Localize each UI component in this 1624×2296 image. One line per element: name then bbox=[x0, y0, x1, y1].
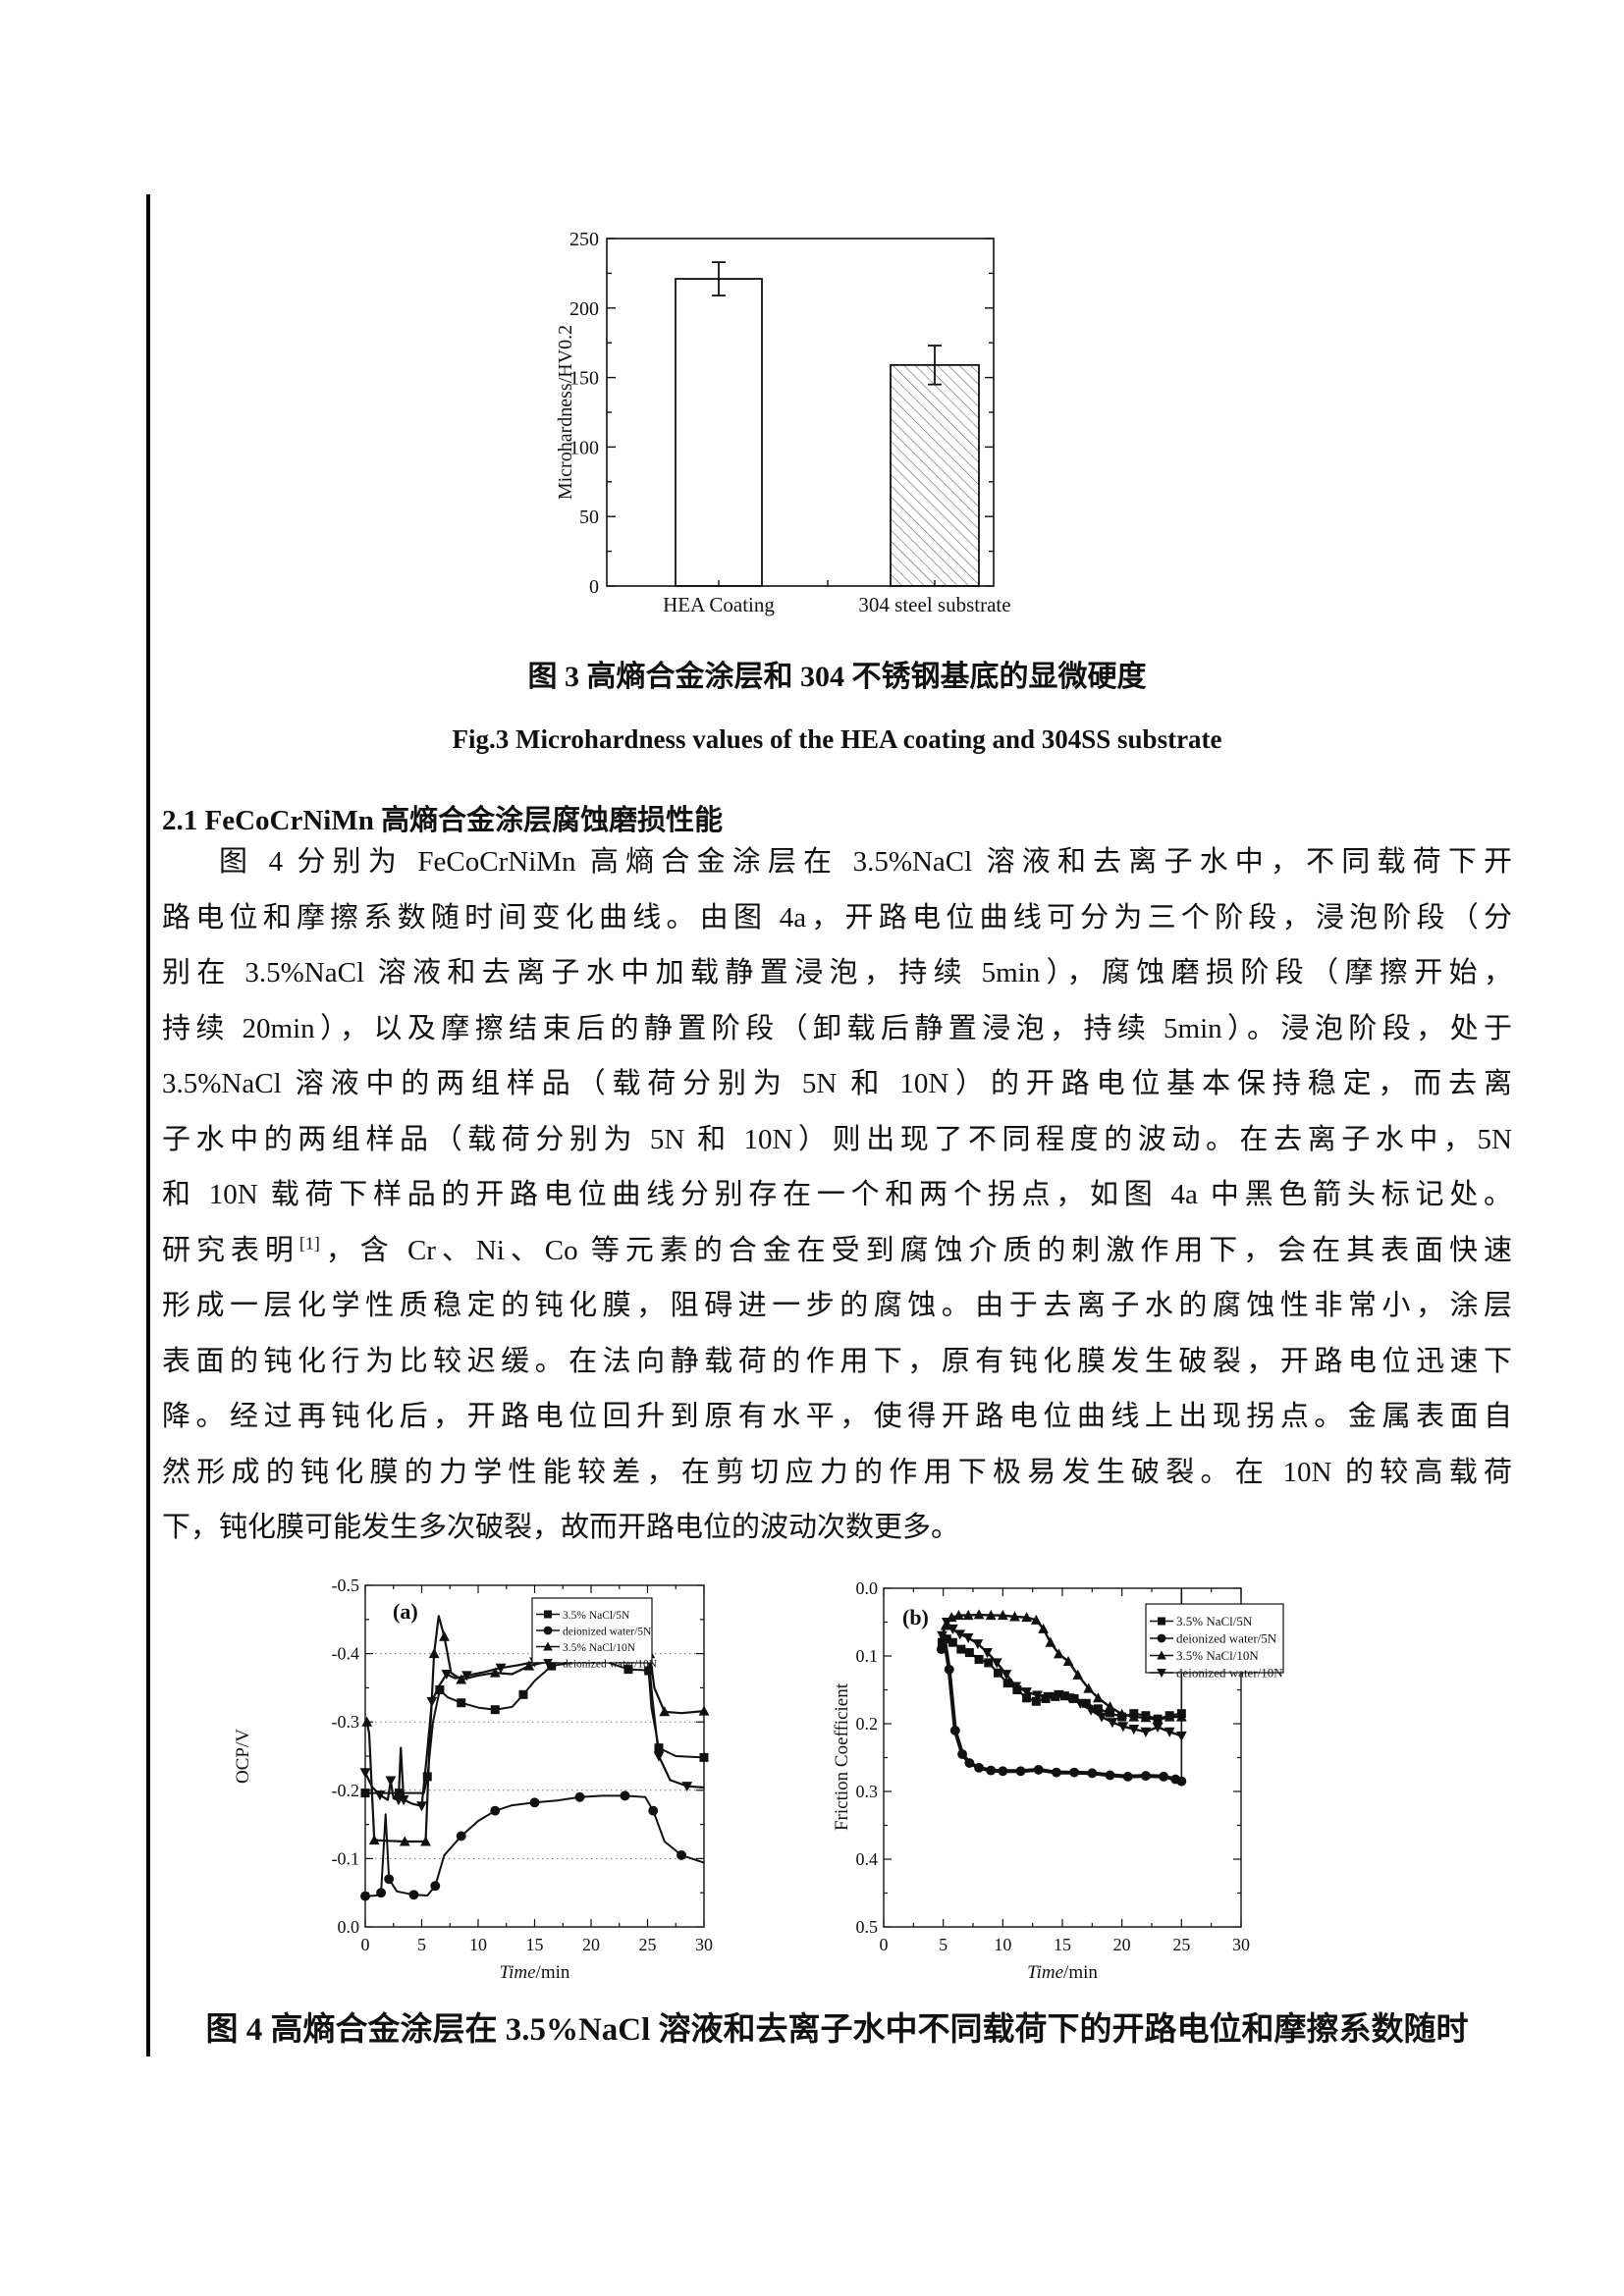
citation-superscript: [1] bbox=[298, 1232, 320, 1253]
svg-text:25: 25 bbox=[1172, 1935, 1190, 1954]
svg-text:0.3: 0.3 bbox=[856, 1782, 879, 1801]
legend: 3.5% NaCl/5N deionized water/5N 3.5% NaCl/… bbox=[1145, 1603, 1284, 1681]
paragraph-line: 持续 20min），以及摩擦结束后的静置阶段（卸载后静置浸泡，持续 5min）。… bbox=[162, 1012, 1512, 1044]
svg-text:10: 10 bbox=[469, 1935, 487, 1954]
fig3-chart-svg: 0 50 100 150 200 250 HEA Coating 304 steel subs… bbox=[555, 229, 1011, 616]
axis-ticks bbox=[364, 1584, 705, 1928]
legend-label: deionized water/10N bbox=[1176, 1666, 1283, 1681]
category-label: HEA Coating bbox=[663, 593, 775, 616]
svg-text:0: 0 bbox=[880, 1935, 889, 1954]
svg-text:20: 20 bbox=[1113, 1935, 1131, 1954]
series-deionized-water-10n bbox=[937, 1618, 1187, 1741]
series-deionized-water-5n bbox=[936, 1633, 1187, 1787]
line-chart-svg: 0.0 -0.1 -0.2 -0.3 -0.4 -0.5 0 5 10 15 20 25 30 (a) OC… bbox=[233, 1575, 713, 1983]
fig3-bar-chart: 0 50 100 150 200 250 HEA Coating 304 steel subs… bbox=[545, 218, 1036, 630]
paragraph-line: 和 10N 载荷下样品的开路电位曲线分别存在一个和两个拐点，如图 4a 中黑色箭… bbox=[162, 1179, 1512, 1210]
svg-text:-0.3: -0.3 bbox=[332, 1712, 360, 1732]
legend-label: deionized water/5N bbox=[1176, 1631, 1277, 1646]
svg-text:0.0: 0.0 bbox=[856, 1578, 879, 1598]
svg-text:150: 150 bbox=[569, 368, 599, 390]
svg-text:30: 30 bbox=[1232, 1935, 1250, 1954]
axis-ticks bbox=[607, 238, 994, 587]
legend-label: 3.5% NaCl/10N bbox=[563, 1642, 636, 1654]
paragraph: 图 4 分别为 FeCoCrNiMn 高熵合金涂层在 3.5%NaCl 溶液和去… bbox=[162, 834, 1512, 1556]
legend-label: deionized water/5N bbox=[563, 1627, 652, 1638]
series-3-5-nacl-10n bbox=[940, 1609, 1187, 1725]
svg-text:-0.5: -0.5 bbox=[332, 1575, 360, 1595]
bars bbox=[675, 261, 980, 587]
y-axis-label: Friction Coefficient bbox=[832, 1682, 852, 1831]
line-chart-svg: 0.0 0.1 0.2 0.3 0.4 0.50 5 10 15 20 25 30 (b) Frictio… bbox=[832, 1578, 1284, 1983]
svg-text:-0.2: -0.2 bbox=[332, 1781, 360, 1800]
paragraph-line: 子水中的两组样品（载荷分别为 5N 和 10N）则出现了不同程度的波动。在去离子… bbox=[162, 1123, 1512, 1155]
axis-ticks bbox=[883, 1587, 1242, 1928]
svg-text:15: 15 bbox=[1054, 1935, 1071, 1954]
bar-0 bbox=[675, 278, 763, 587]
legend-label: deionized water/10N bbox=[563, 1659, 658, 1671]
svg-text:25: 25 bbox=[639, 1935, 657, 1954]
margin-change-bar bbox=[146, 194, 150, 2056]
svg-text:5: 5 bbox=[417, 1935, 426, 1954]
svg-text:200: 200 bbox=[569, 298, 599, 320]
legend-label: 3.5% NaCl/5N bbox=[1176, 1614, 1253, 1629]
legend-label: 3.5% NaCl/5N bbox=[563, 1610, 630, 1622]
paragraph-line: 然形成的钝化膜的力学性能较差，在剪切应力的作用下极易发生破裂。在 10N 的较高… bbox=[162, 1456, 1512, 1488]
svg-text:-0.1: -0.1 bbox=[332, 1848, 360, 1868]
svg-text:15: 15 bbox=[526, 1935, 544, 1954]
paragraph-line: 路电位和摩擦系数随时间变化曲线。由图 4a，开路电位曲线可分为三个阶段，浸泡阶段… bbox=[162, 901, 1512, 934]
bar-1 bbox=[890, 363, 980, 587]
svg-text:0.2: 0.2 bbox=[856, 1714, 879, 1734]
svg-text:0: 0 bbox=[361, 1935, 370, 1954]
fig3-caption-en: Fig.3 Microhardness values of the HEA co… bbox=[452, 724, 1222, 754]
panel-label: (b) bbox=[902, 1605, 929, 1629]
fig4-caption-cn: 图 4 高熵合金涂层在 3.5%NaCl 溶液和去离子水中不同载荷下的开路电位和… bbox=[205, 2012, 1469, 2048]
category-label: 304 steel substrate bbox=[858, 593, 1010, 616]
svg-text:-0.4: -0.4 bbox=[332, 1644, 360, 1664]
svg-text:50: 50 bbox=[579, 507, 599, 528]
svg-text:250: 250 bbox=[569, 229, 599, 250]
paragraph-line: 形成一层化学性质稳定的钝化膜，阻碍进一步的腐蚀。由于去离子水的腐蚀性非常小，涂层 bbox=[162, 1290, 1512, 1321]
svg-text:30: 30 bbox=[695, 1935, 713, 1954]
svg-text:10: 10 bbox=[994, 1935, 1011, 1954]
error-bar bbox=[928, 345, 942, 386]
error-bar bbox=[712, 261, 726, 296]
series-deionized-water-5n bbox=[360, 1790, 705, 1901]
panel-label: (a) bbox=[393, 1599, 418, 1624]
svg-text:0.5: 0.5 bbox=[856, 1917, 879, 1937]
paragraph-line: 研究表明[1]，含 Cr、Ni、Co 等元素的合金在受到腐蚀介质的刺激作用下，会… bbox=[162, 1232, 1512, 1266]
paragraph-line: 降。经过再钝化后，开路电位回升到原有水平，使得开路电位曲线上出现拐点。金属表面自 bbox=[162, 1401, 1512, 1432]
x-axis-label: Time/min bbox=[1027, 1962, 1098, 1983]
svg-text:5: 5 bbox=[939, 1935, 947, 1954]
svg-text:0.1: 0.1 bbox=[856, 1646, 879, 1666]
paragraph-line: 下，钝化膜可能发生多次破裂，故而开路电位的波动次数更多。 bbox=[162, 1512, 960, 1543]
fig3-caption-cn: 图 3 高熵合金涂层和 304 不锈钢基底的显微硬度 bbox=[527, 661, 1147, 693]
paragraph-line: 图 4 分别为 FeCoCrNiMn 高熵合金涂层在 3.5%NaCl 溶液和去… bbox=[219, 846, 1512, 878]
svg-text:0: 0 bbox=[589, 576, 599, 598]
paragraph-line: 别在 3.5%NaCl 溶液和去离子水中加载静置浸泡，持续 5min），腐蚀磨损… bbox=[162, 957, 1512, 988]
y-axis-label: Microhardness/HV0.2 bbox=[555, 325, 576, 500]
svg-text:0.4: 0.4 bbox=[856, 1849, 879, 1869]
section-heading: 2.1 FeCoCrNiMn 高熵合金涂层腐蚀磨损性能 bbox=[162, 805, 724, 836]
svg-text:20: 20 bbox=[582, 1935, 600, 1954]
fig4b-line-chart: 0.0 0.1 0.2 0.3 0.4 0.5 0 5 10 15 20 25 30 (b) Frictio… bbox=[830, 1564, 1360, 1986]
svg-text:100: 100 bbox=[569, 437, 599, 458]
fig4a-line-chart: 0.0 -0.1 -0.2 -0.3 -0.4 -0.5 0 5 10 15 20 25 30 (a) OC… bbox=[231, 1564, 751, 1986]
legend-label: 3.5% NaCl/10N bbox=[1176, 1648, 1259, 1663]
legend: 3.5% NaCl/5N deionized water/5N 3.5% NaCl/… bbox=[531, 1597, 658, 1671]
x-axis-label: Time/min bbox=[500, 1962, 570, 1983]
paragraph-line: 表面的钝化行为比较迟缓。在法向静载荷的作用下，原有钝化膜发生破裂，开路电位迅速下 bbox=[162, 1345, 1512, 1377]
paragraph-line: 3.5%NaCl 溶液中的两组样品（载荷分别为 5N 和 10N）的开路电位基本… bbox=[162, 1068, 1512, 1099]
y-axis-label: OCP/V bbox=[233, 1729, 253, 1784]
svg-text:0.0: 0.0 bbox=[338, 1917, 360, 1937]
